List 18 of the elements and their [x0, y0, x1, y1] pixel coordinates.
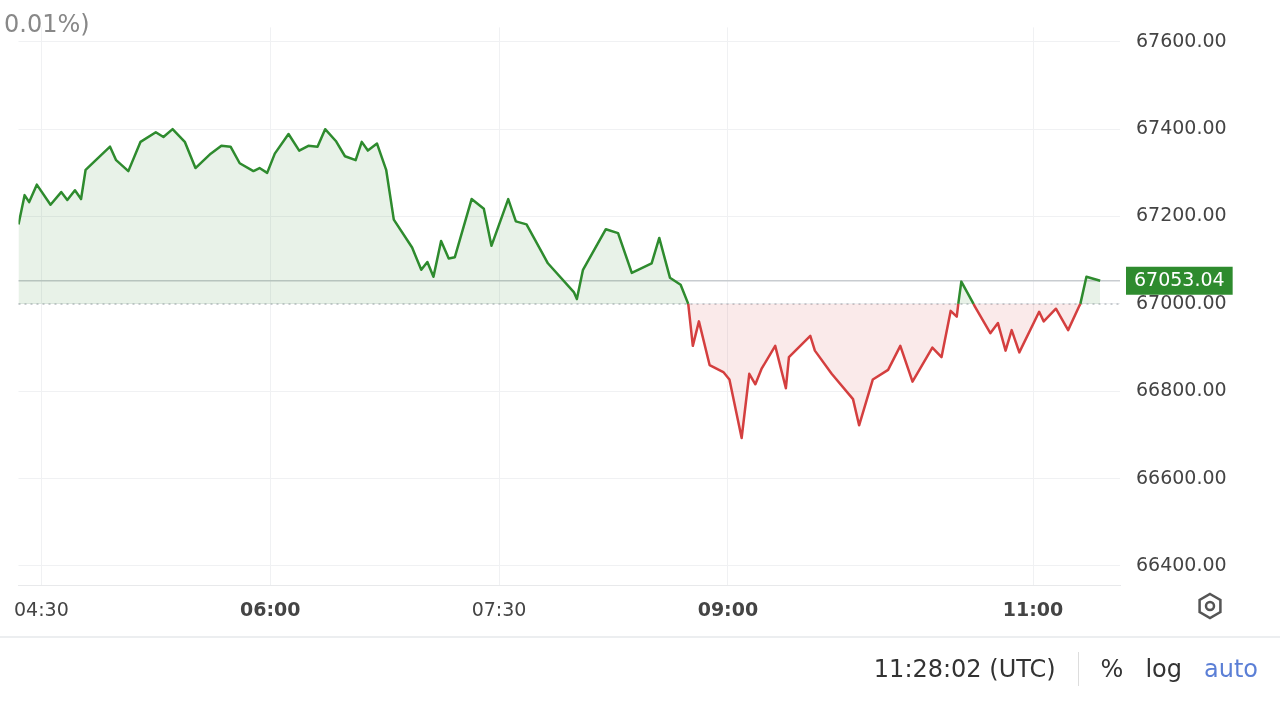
y-tick-label: 67600.00: [1136, 28, 1227, 51]
ref-line-label: 67053.04: [1134, 267, 1225, 290]
text: log: [1145, 655, 1182, 683]
y-tick-label: 66800.00: [1136, 378, 1227, 401]
y-tick-label: 67200.00: [1136, 203, 1227, 226]
text: auto: [1203, 655, 1258, 683]
y-tick-label: 66600.00: [1136, 465, 1227, 488]
annotation: 0.01%): [4, 10, 90, 38]
y-tick-label: 67400.00: [1136, 116, 1227, 139]
y-tick-label: 67000.00: [1136, 290, 1227, 313]
text: %: [1100, 655, 1124, 683]
x-tick-label: 06:00: [239, 597, 301, 620]
x-tick-label: 09:00: [697, 597, 759, 620]
x-tick-label: 11:00: [1002, 597, 1064, 620]
x-tick-label: 07:30: [471, 597, 527, 620]
x-tick-label: 04:30: [13, 597, 69, 620]
text: 11:28:02 (UTC): [873, 655, 1056, 683]
y-tick-label: 66400.00: [1136, 552, 1227, 575]
